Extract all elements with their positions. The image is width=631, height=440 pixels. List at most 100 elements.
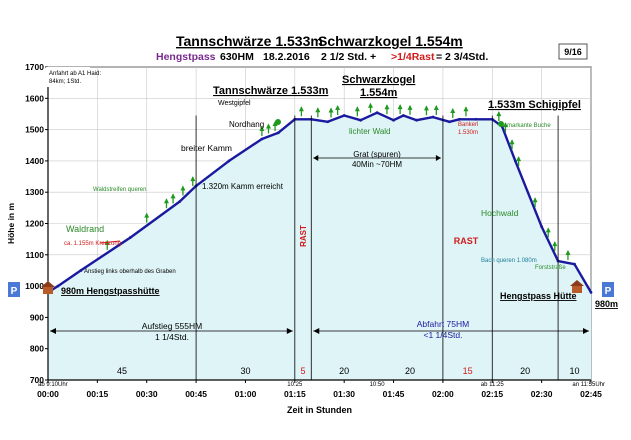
profile-point — [375, 111, 379, 115]
label-lichter-wald: lichter Wald — [349, 127, 391, 136]
time-note-label: ab 11:25 — [481, 382, 505, 388]
header-title-right: Schwarzkogel 1.554m — [318, 33, 463, 49]
x-tick-label: 00:00 — [37, 389, 59, 399]
tree-icon — [335, 105, 341, 111]
kreuzung-arrow — [99, 240, 121, 244]
segment-duration-label: 20 — [405, 366, 415, 376]
tree-icon — [298, 106, 304, 112]
tree-icon — [545, 227, 551, 233]
y-axis-title: Höhe in m — [6, 203, 16, 245]
time-note-label: an 11:55Uhr — [572, 382, 605, 388]
profile-point — [402, 114, 405, 117]
trees-layer — [104, 102, 571, 260]
x-tick-label: 00:15 — [86, 389, 108, 399]
axes-layer: 700 800 900 1000 1100 1200 1300 1400 1500 1600 170… — [6, 62, 602, 415]
profile-point — [474, 117, 478, 121]
aufstieg-arrow-head-right — [286, 328, 293, 334]
segment-duration-label: 5 — [301, 366, 306, 376]
grat-arrow-head-left — [313, 155, 319, 161]
tree-icon — [407, 104, 413, 110]
header-start-name: Hengstpass — [156, 51, 216, 63]
anfahrt-box — [46, 67, 90, 87]
x-tick-label: 01:15 — [284, 389, 306, 399]
profile-point — [540, 225, 544, 229]
y-tick-label: 900 — [30, 312, 44, 322]
tree-icon — [170, 193, 176, 199]
label-grat-time: 40Min ~70HM — [352, 160, 402, 169]
profile-area — [48, 112, 591, 380]
nordhang-marker — [275, 119, 281, 125]
profile-point — [589, 290, 593, 294]
profile-point — [342, 114, 346, 117]
tree-icon — [397, 104, 403, 110]
anfahrt-line-2: 84km; 1Std. — [49, 79, 81, 85]
label-abfahrt: Abfahrt 75HM — [417, 319, 469, 329]
y-tick-label: 1200 — [25, 219, 44, 229]
header-title-left: Tannschwärze 1.533m — [176, 33, 323, 49]
y-tick-label: 1300 — [25, 187, 44, 197]
segment-duration-label: 45 — [117, 366, 127, 376]
label-markante-buche: markante Buche — [507, 123, 551, 129]
tree-icon — [384, 104, 390, 110]
tree-icon — [315, 107, 321, 113]
y-tick-label: 1400 — [25, 156, 44, 166]
tree-icon — [354, 106, 360, 112]
header-time-rest: >1/4Rast — [391, 51, 435, 63]
label-abfahrt-time: <1 1/4Std. — [424, 330, 463, 340]
y-tick-label: 1700 — [25, 62, 44, 72]
label-schwarzkogel-alt: 1.554m — [360, 87, 398, 99]
x-tick-label: 01:45 — [383, 389, 405, 399]
label-schwarzkogel: Schwarzkogel — [342, 74, 415, 86]
header-time-a: 2 1/2 Std. + — [321, 51, 376, 63]
x-tick-label: 00:45 — [185, 389, 207, 399]
tree-icon — [368, 102, 374, 108]
tree-icon — [502, 122, 508, 128]
profile-point — [276, 131, 280, 135]
profile-point — [359, 118, 363, 122]
hut-right-icon — [570, 280, 584, 286]
hut-left-body — [43, 287, 53, 294]
abfahrt-arrow-head-left — [313, 328, 320, 334]
page-badge: 9/16 — [564, 47, 582, 57]
buche-marker — [498, 121, 504, 127]
label-aufstieg-time: 1 1/4Std. — [155, 332, 189, 342]
label-schigipfel: 1.533m Schigipfel — [488, 99, 581, 111]
tree-icon — [565, 249, 571, 255]
anfahrt-line-1: Anfahrt ab A1 Haid: — [49, 71, 101, 77]
parking-left-label: P — [11, 286, 18, 297]
tree-icon — [463, 106, 469, 112]
label-kreuzung: ca. 1.155m Kreuzung — [64, 241, 121, 247]
profile-point — [56, 284, 60, 288]
profile-point — [79, 269, 83, 272]
y-tick-label: 1000 — [25, 281, 44, 291]
profile-point — [326, 120, 330, 124]
label-rast-vertical: RAST — [299, 225, 308, 247]
label-anstieg: Anstieg links oberhalb des Graben — [84, 269, 176, 275]
tree-icon — [423, 105, 429, 111]
time-note-label: ab 9:10Uhr — [38, 382, 68, 388]
tree-icon — [144, 212, 150, 218]
profile-point — [573, 262, 576, 266]
hut-right-body — [572, 286, 582, 293]
tree-icon — [163, 198, 169, 204]
x-tick-label: 02:30 — [531, 389, 553, 399]
tree-icon — [259, 125, 265, 131]
tree-icon — [516, 156, 522, 162]
segment-duration-label: 30 — [240, 366, 250, 376]
x-tick-label: 02:00 — [432, 389, 454, 399]
aufstieg-arrow-head-left — [50, 328, 56, 334]
label-rast: RAST — [454, 236, 479, 246]
label-980m-right: 980m — [595, 299, 618, 309]
profile-point — [260, 137, 264, 141]
abfahrt-arrow-head-right — [583, 328, 589, 334]
dimension-layer: 45 30 5 20 20 15 20 10 ab 9:10Uhr 10:25 10:50 ab 11… — [38, 115, 605, 388]
segment-duration-label: 10 — [570, 366, 580, 376]
label-nordhang: Nordhang — [229, 120, 264, 129]
header-time-b: = 2 3/4Std. — [436, 51, 488, 63]
segment-duration-label: 20 — [339, 366, 349, 376]
tree-icon — [496, 111, 502, 117]
tree-icon — [265, 123, 271, 129]
tree-icon — [450, 107, 456, 113]
label-hengstpasshuette: 980m Hengstpasshütte — [61, 286, 160, 296]
y-tick-label: 800 — [30, 344, 44, 354]
